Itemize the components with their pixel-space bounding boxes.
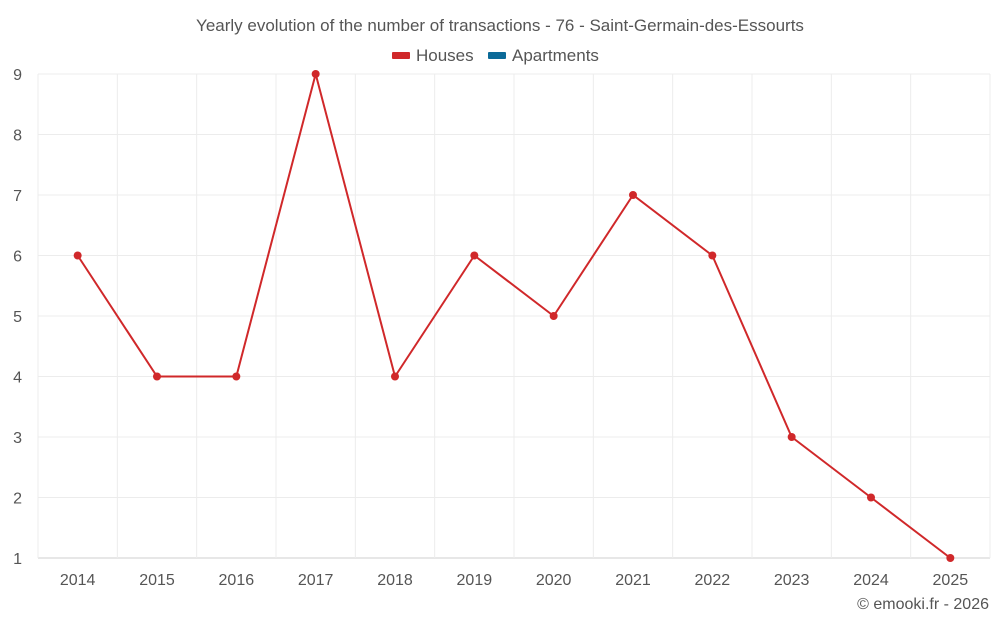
data-point-houses-2021[interactable] [629,191,637,199]
x-tick-label: 2016 [219,572,255,589]
x-tick-label: 2015 [139,572,175,589]
x-axis-ticks: 2014 2015 2016 2017 2018 2019 2020 2021 2022 2023… [60,572,968,589]
y-tick-label: 9 [13,67,22,84]
x-tick-label: 2024 [853,572,889,589]
data-point-houses-2022[interactable] [708,251,717,260]
legend-label-apartments: Apartments [512,46,599,65]
y-tick-label: 2 [13,491,22,508]
x-tick-label: 2019 [457,572,493,589]
data-point-houses-2015[interactable] [153,372,161,381]
data-point-houses-2020[interactable] [549,312,558,320]
x-tick-label: 2014 [60,572,96,589]
data-point-houses-2024[interactable] [867,493,875,502]
data-point-houses-2014[interactable] [73,251,82,260]
x-tick-label: 2022 [695,572,731,589]
series-line-houses [76,73,951,559]
data-point-houses-2016[interactable] [232,372,241,381]
data-point-houses-2017[interactable] [311,70,320,78]
y-tick-label: 1 [13,551,22,568]
chart-title: Yearly evolution of the number of transa… [196,16,804,35]
legend: Houses Apartments [392,46,599,65]
legend-label-houses: Houses [416,46,474,65]
series-layer [73,70,955,562]
data-point-houses-2019[interactable] [470,251,479,260]
x-tick-label: 2025 [933,572,969,589]
data-point-houses-2018[interactable] [391,372,399,381]
y-tick-label: 7 [13,188,22,205]
x-tick-label: 2021 [615,572,651,589]
legend-swatch-houses [392,52,410,59]
y-tick-label: 6 [13,249,22,266]
x-tick-label: 2017 [298,572,334,589]
data-point-houses-2025[interactable] [946,554,955,562]
y-tick-label: 8 [13,128,22,145]
y-axis-ticks: 1 2 3 4 5 6 7 8 9 [13,67,22,568]
grid [37,73,991,559]
x-tick-label: 2023 [774,572,810,589]
y-tick-label: 4 [13,370,22,387]
x-tick-label: 2018 [377,572,413,589]
data-point-houses-2023[interactable] [787,433,796,441]
y-tick-label: 5 [13,309,22,326]
legend-item-houses[interactable]: Houses [392,46,474,65]
legend-item-apartments[interactable]: Apartments [488,46,599,65]
credit-text: © emooki.fr - 2026 [857,596,989,613]
legend-swatch-apartments [488,52,506,59]
x-tick-label: 2020 [536,572,572,589]
y-tick-label: 3 [13,430,22,447]
